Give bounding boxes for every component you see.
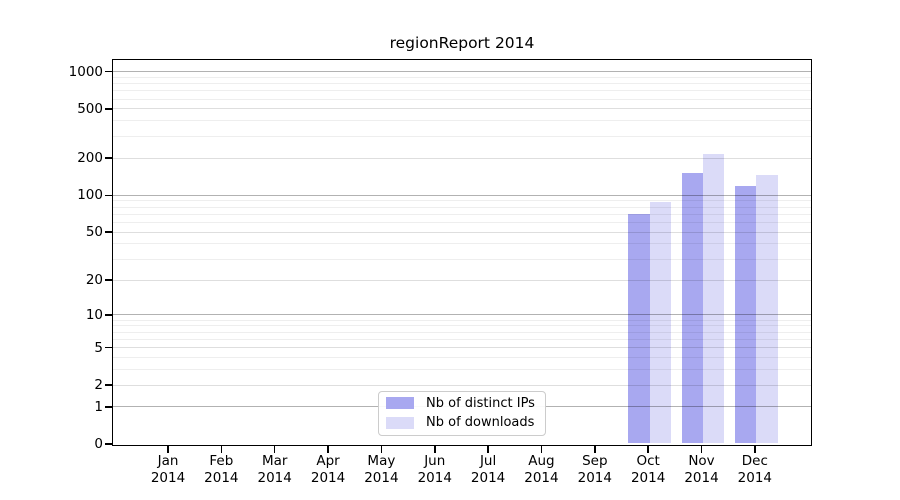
x-tick-label-5: Jun 2014 <box>417 453 452 486</box>
y-tick-label-0: 0 <box>94 436 103 452</box>
x-tick-label-9: Oct 2014 <box>630 453 666 486</box>
y-tick-mark-100 <box>104 194 113 197</box>
legend-row-distinct-ips: Nb of distinct IPs <box>386 396 537 412</box>
bar-dec-2014-downloads <box>756 174 778 444</box>
x-tick-label-3: Apr 2014 <box>310 453 346 486</box>
x-tick-mark-8 <box>594 445 596 453</box>
x-tick-mark-10 <box>700 445 703 453</box>
plot-area: Nb of distinct IPs Nb of downloads <box>112 58 812 446</box>
legend: Nb of distinct IPs Nb of downloads <box>378 390 546 436</box>
y-tick-label-20: 20 <box>85 272 103 289</box>
y-tick-mark-1000 <box>104 70 113 73</box>
x-tick-label-4: May 2014 <box>364 453 399 486</box>
x-tick-mark-7 <box>540 445 543 453</box>
legend-swatch-downloads-icon <box>386 416 414 429</box>
x-tick-label-2: Mar 2014 <box>257 453 292 486</box>
x-tick-label-11: Dec 2014 <box>737 453 773 486</box>
y-tick-mark-10 <box>104 314 113 316</box>
x-tick-mark-2 <box>273 445 276 453</box>
y-tick-mark-200 <box>104 157 113 159</box>
x-tick-label-10: Nov 2014 <box>684 453 719 486</box>
y-tick-mark-50 <box>104 231 113 233</box>
y-tick-label-50: 50 <box>85 224 103 241</box>
legend-label-downloads: Nb of downloads <box>426 415 535 431</box>
y-tick-mark-500 <box>104 108 113 110</box>
bar-nov-2014-ips <box>681 173 703 444</box>
legend-label-distinct-ips: Nb of distinct IPs <box>426 395 535 411</box>
x-tick-label-8: Sep 2014 <box>577 453 612 486</box>
y-tick-label-10: 10 <box>85 306 103 323</box>
x-tick-mark-9 <box>647 445 649 453</box>
x-tick-label-6: Jul 2014 <box>470 453 506 486</box>
x-tick-label-0: Jan 2014 <box>150 453 186 486</box>
y-tick-mark-0 <box>104 443 113 445</box>
x-tick-mark-11 <box>754 445 756 453</box>
x-tick-mark-5 <box>434 445 436 453</box>
x-tick-mark-1 <box>220 445 223 453</box>
y-tick-mark-2 <box>104 384 113 386</box>
x-tick-label-7: Aug 2014 <box>524 453 559 486</box>
y-tick-label-1: 1 <box>94 398 103 415</box>
y-tick-label-2: 2 <box>94 377 103 394</box>
bars-layer <box>113 60 811 445</box>
legend-swatch-distinct-ips-icon <box>386 397 414 410</box>
y-tick-mark-5 <box>104 346 113 349</box>
chart-title: regionReport 2014 <box>389 34 535 52</box>
y-tick-label-5: 5 <box>94 339 103 356</box>
x-tick-mark-3 <box>327 445 329 453</box>
bar-oct-2014-downloads <box>649 202 671 444</box>
x-tick-label-1: Feb 2014 <box>204 453 239 486</box>
y-tick-mark-1 <box>104 406 113 408</box>
y-tick-mark-20 <box>104 279 113 281</box>
x-tick-mark-6 <box>487 445 489 453</box>
bar-nov-2014-downloads <box>703 153 725 444</box>
legend-row-downloads: Nb of downloads <box>386 415 537 431</box>
x-tick-mark-0 <box>167 445 169 453</box>
bar-oct-2014-ips <box>628 213 650 444</box>
y-tick-label-500: 500 <box>77 100 103 117</box>
bar-dec-2014-ips <box>735 186 757 444</box>
y-tick-label-1000: 1000 <box>68 63 103 80</box>
y-tick-label-100: 100 <box>77 187 103 204</box>
x-tick-mark-4 <box>380 445 383 453</box>
y-tick-label-200: 200 <box>77 150 103 167</box>
